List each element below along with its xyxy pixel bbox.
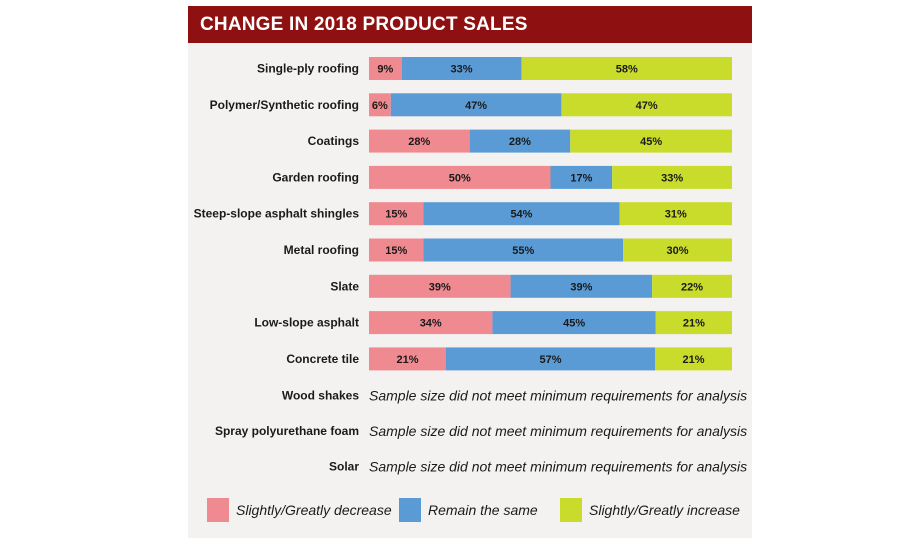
data-label: 21% [682,354,704,366]
bar-slightly-greatly-decrease [369,202,424,226]
legend-label: Slightly/Greatly increase [589,502,740,518]
bar-remain-the-same [469,129,571,153]
data-label: 50% [449,172,471,184]
data-label: 39% [429,281,451,293]
category-label: Metal roofing [284,243,359,257]
data-label: 47% [465,100,487,112]
data-label: 9% [377,64,393,76]
bar-slightly-greatly-increase [521,57,732,80]
data-label: 15% [385,209,407,221]
data-label: 21% [396,354,418,366]
bar-slightly-greatly-increase [623,238,732,262]
chart-title: CHANGE IN 2018 PRODUCT SALES [200,14,528,35]
bar-slightly-greatly-decrease [369,311,493,335]
data-label: 33% [451,64,473,76]
bar-remain-the-same [390,93,562,117]
data-label: 54% [510,209,532,221]
bar-remain-the-same [492,311,656,335]
category-label: Garden roofing [272,170,359,184]
legend-label: Slightly/Greatly decrease [236,502,392,518]
data-label: 28% [408,136,430,148]
category-label: Coatings [308,134,360,148]
data-label: 39% [570,281,592,293]
data-label: 31% [665,209,687,221]
excluded-note: Sample size did not meet minimum require… [369,423,747,439]
bar-slightly-greatly-decrease [369,93,391,117]
data-label: 58% [616,64,638,76]
category-label: Low-slope asphalt [254,316,359,330]
bar-remain-the-same [423,202,620,226]
bar-remain-the-same [423,238,624,262]
bar-slightly-greatly-decrease [369,347,446,371]
data-label: 6% [372,100,388,112]
bar-slightly-greatly-increase [612,165,732,189]
data-label: 45% [640,136,662,148]
bar-slightly-greatly-increase [570,129,732,153]
bar-slightly-greatly-decrease [369,274,511,298]
bar-slightly-greatly-increase [655,311,732,335]
bar-slightly-greatly-increase [655,347,732,371]
bar-remain-the-same [401,57,522,80]
category-label: Spray polyurethane foam [215,424,359,438]
excluded-note: Sample size did not meet minimum require… [369,459,747,475]
bar-slightly-greatly-decrease [369,57,402,80]
bar-slightly-greatly-decrease [369,238,424,262]
category-label: Concrete tile [286,352,359,366]
category-label: Polymer/Synthetic roofing [210,98,359,112]
data-label: 34% [420,318,442,330]
legend-swatch-slightly-greatly-decrease [207,498,229,522]
data-label: 28% [509,136,531,148]
data-label: 55% [512,245,534,257]
bar-remain-the-same [510,274,653,298]
bar-slightly-greatly-decrease [369,129,470,153]
data-label: 21% [683,318,705,330]
category-label: Slate [330,279,359,293]
data-label: 22% [681,281,703,293]
data-label: 33% [661,172,683,184]
legend-label: Remain the same [428,502,538,518]
legend-swatch-remain-the-same [399,498,421,522]
category-label: Steep-slope asphalt shingles [194,207,360,221]
bar-remain-the-same [550,165,613,189]
category-label: Single-ply roofing [257,62,359,76]
bar-slightly-greatly-decrease [369,165,551,189]
bar-remain-the-same [446,347,655,371]
data-label: 47% [636,100,658,112]
bar-slightly-greatly-increase [652,274,732,298]
bar-slightly-greatly-increase [619,202,732,226]
category-label: Solar [329,460,359,474]
data-label: 30% [667,245,689,257]
legend-swatch-slightly-greatly-increase [560,498,582,522]
excluded-note: Sample size did not meet minimum require… [369,388,747,404]
data-label: 15% [385,245,407,257]
bar-slightly-greatly-increase [561,93,732,117]
data-label: 17% [570,172,592,184]
title-bar: CHANGE IN 2018 PRODUCT SALES [188,6,752,43]
data-label: 57% [539,354,561,366]
category-label: Wood shakes [282,389,359,403]
data-label: 45% [563,318,585,330]
